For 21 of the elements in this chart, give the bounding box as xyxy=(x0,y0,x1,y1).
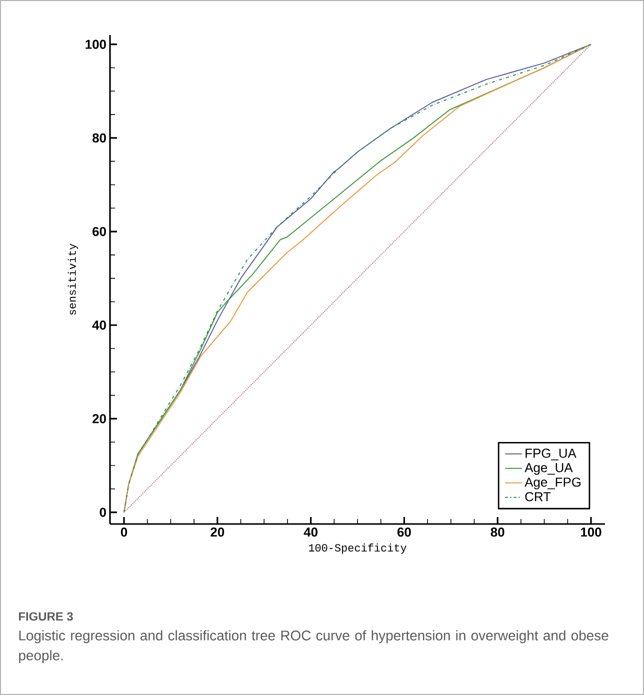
x-tick-label: 40 xyxy=(304,528,318,537)
y-tick-label: 60 xyxy=(92,226,106,236)
x-axis-title: 100-Specificity xyxy=(308,544,406,554)
y-tick-label: 20 xyxy=(92,414,106,424)
legend-label: CRT xyxy=(525,492,551,502)
legend-label: Age_FPG xyxy=(524,478,580,490)
legend-label: Age_UA xyxy=(524,463,573,475)
y-tick-label: 80 xyxy=(92,133,106,143)
y-axis-title: sensitivity xyxy=(68,244,78,315)
text: Logistic regression and classification tree ROC curve of hypertension in overweight and obese people. xyxy=(19,630,608,664)
caption: FIGURE 3 xyxy=(18,612,73,621)
x-tick-label: 100 xyxy=(581,528,602,537)
y-tick-label: 100 xyxy=(86,40,106,49)
y-tick-label: 0 xyxy=(100,508,106,517)
x-tick-label: 0 xyxy=(120,528,128,537)
y-tick-label: 40 xyxy=(92,320,106,330)
x-tick-label: 80 xyxy=(490,528,504,537)
legend-label: FPG_UA xyxy=(526,448,576,460)
x-tick-label: 20 xyxy=(210,528,224,537)
x-tick-label: 60 xyxy=(397,528,411,537)
line-series xyxy=(124,44,592,513)
